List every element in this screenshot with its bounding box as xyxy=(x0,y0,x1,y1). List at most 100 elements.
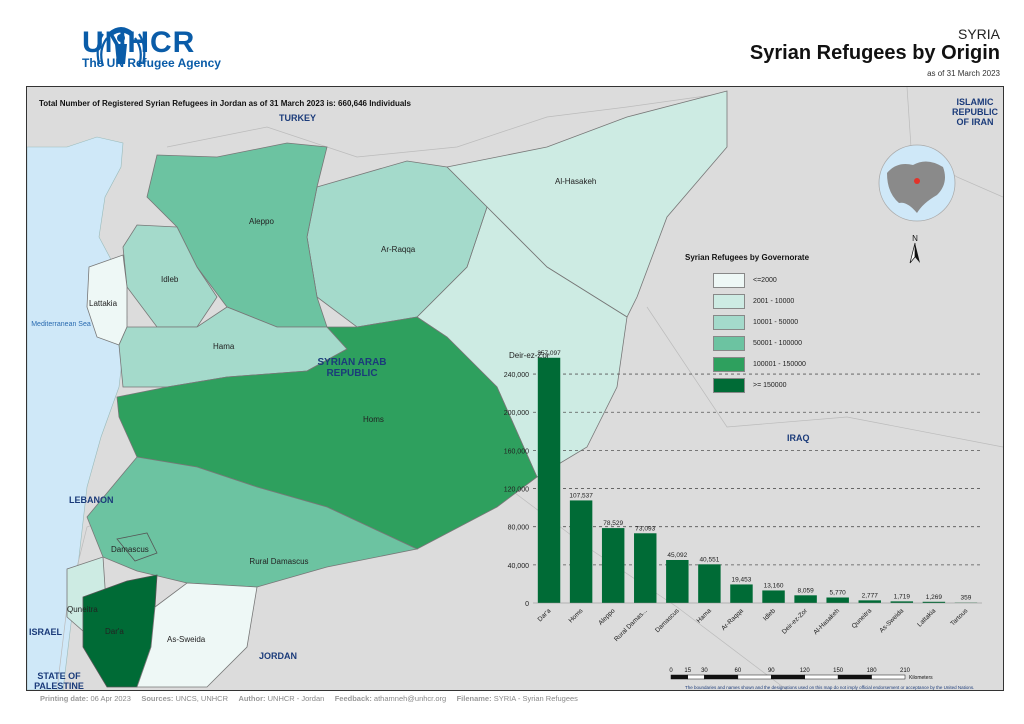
legend-item: 50001 - 100000 xyxy=(685,333,809,354)
gov-label-ar-raqqa: Ar-Raqqa xyxy=(381,245,416,254)
legend-label: 50001 - 100000 xyxy=(753,340,803,347)
x-tick-label: Deir-ez-Zor xyxy=(781,607,810,636)
footer-filename-value: SYRIA - Syrian Refugees xyxy=(493,694,578,703)
bar-value-label: 107,537 xyxy=(569,492,593,499)
bar-value-label: 13,160 xyxy=(764,582,784,589)
y-tick-label: 120,000 xyxy=(504,487,529,494)
bar-value-label: 2,777 xyxy=(862,592,879,599)
x-tick-label: Tartous xyxy=(949,607,970,628)
gov-label-hama: Hama xyxy=(213,342,235,351)
x-tick-label: Rural Damas... xyxy=(613,607,649,643)
unhcr-logo-icon xyxy=(96,27,146,67)
gov-label-rural-damascus: Rural Damascus xyxy=(249,557,309,566)
x-tick-label: Al-Hasakeh xyxy=(812,607,841,636)
bar xyxy=(858,600,881,603)
footer-feedback-label: Feedback: xyxy=(334,694,372,703)
bar xyxy=(922,601,946,603)
bar-value-label: 45,092 xyxy=(667,552,687,559)
region-rural-damascus xyxy=(86,456,419,588)
scale-segment xyxy=(837,674,872,680)
bar-value-label: 257,097 xyxy=(537,350,561,357)
total-refugees-text: Total Number of Registered Syrian Refuge… xyxy=(39,99,411,108)
north-label: N xyxy=(912,234,918,243)
x-tick-label: Hama xyxy=(696,607,713,624)
scale-tick-label: 120 xyxy=(800,668,811,674)
x-tick-label: Quneitra xyxy=(851,607,874,630)
bar-chart: 0 40,000 80,000 120,000 160,000 200,000 240,00… xyxy=(504,350,982,643)
bar xyxy=(730,584,753,603)
scale-segment xyxy=(871,674,906,680)
legend-item: 2001 - 10000 xyxy=(685,291,809,312)
bar xyxy=(601,528,625,603)
y-tick-label: 0 xyxy=(525,601,529,608)
gov-label-idleb: Idleb xyxy=(161,275,179,284)
footer-sources-value: UNCS, UNHCR xyxy=(175,694,229,703)
north-arrow-icon: N xyxy=(909,234,920,264)
bar-value-label: 1,719 xyxy=(894,593,911,600)
bar xyxy=(826,597,849,603)
header-country: SYRIA xyxy=(957,26,1000,42)
bar xyxy=(634,533,657,603)
bar xyxy=(666,559,689,603)
country-label-iraq: IRAQ xyxy=(787,433,810,443)
map-canvas xyxy=(27,87,1003,690)
country-label-israel: ISRAEL xyxy=(29,627,63,637)
footer-sources-label: Sources: xyxy=(141,694,174,703)
footer: Printing date: 06 Apr 2023 Sources: UNCS… xyxy=(40,694,578,703)
legend-label: 2001 - 10000 xyxy=(753,298,795,305)
legend-label: 100001 - 150000 xyxy=(753,361,806,368)
scale-segment xyxy=(804,674,839,680)
x-tick-label: Homs xyxy=(568,607,585,624)
scale-tick-label: 15 xyxy=(684,668,691,674)
scale-segment xyxy=(771,674,805,680)
x-tick-label: Idleb xyxy=(762,607,777,622)
gov-label-quneitra: Quneitra xyxy=(67,605,98,614)
bar-value-label: 78,529 xyxy=(603,520,623,527)
scale-tick-label: 210 xyxy=(900,668,911,674)
y-tick-label: 200,000 xyxy=(504,410,529,417)
header-date: as of 31 March 2023 xyxy=(927,69,1000,78)
sea-label: Mediterranean Sea xyxy=(31,321,91,328)
gov-label-lattakia: Lattakia xyxy=(89,299,118,308)
bar xyxy=(698,564,721,603)
map-frame: Total Number of Registered Syrian Refuge… xyxy=(26,86,1004,691)
scale-unit-label: Kilometers xyxy=(909,675,933,681)
bar-value-label: 8,059 xyxy=(797,587,814,594)
gov-label-al-hasakeh: Al-Hasakeh xyxy=(555,177,597,186)
country-label-jordan: JORDAN xyxy=(259,651,298,661)
x-tick-label: Ar-Raqqa xyxy=(720,607,745,632)
footer-feedback-value: athamneh@unhcr.org xyxy=(373,694,447,703)
gov-label-homs: Homs xyxy=(363,415,384,424)
legend-label: <=2000 xyxy=(753,277,777,284)
scale-segment xyxy=(704,674,739,680)
bar xyxy=(794,595,817,603)
legend-item: 100001 - 150000 xyxy=(685,354,809,375)
scale-segment xyxy=(687,674,705,680)
bar-value-label: 19,453 xyxy=(732,576,752,583)
y-tick-label: 40,000 xyxy=(508,563,530,570)
country-label-lebanon: LEBANON xyxy=(69,495,114,505)
x-tick-label: Lattakia xyxy=(916,607,937,628)
footer-author-value: UNHCR - Jordan xyxy=(267,694,325,703)
legend-item: >= 150000 xyxy=(685,375,809,396)
page-title: Syrian Refugees by Origin xyxy=(749,42,1000,64)
scale-tick-label: 90 xyxy=(768,668,775,674)
scale-segment xyxy=(737,674,772,680)
scale-segment xyxy=(670,674,688,680)
logo-title: UNHCR xyxy=(82,26,196,59)
legend-label: >= 150000 xyxy=(753,382,787,389)
scale-tick-label: 30 xyxy=(701,668,708,674)
scale-tick-label: 180 xyxy=(867,668,878,674)
gov-label-damascus: Damascus xyxy=(111,545,149,554)
bar-value-label: 1,269 xyxy=(926,594,943,601)
scale-tick-label: 150 xyxy=(833,668,844,674)
legend-item: <=2000 xyxy=(685,270,809,291)
x-tick-label: Dar'a xyxy=(537,607,553,623)
bar-value-label: 73,093 xyxy=(635,525,655,532)
country-label-iran: ISLAMIC REPUBLIC OF IRAN xyxy=(951,97,998,127)
country-label-turkey: TURKEY xyxy=(279,113,317,123)
scale-tick-label: 0 xyxy=(669,668,673,674)
y-tick-label: 160,000 xyxy=(504,448,529,455)
bar-value-label: 359 xyxy=(961,595,972,602)
